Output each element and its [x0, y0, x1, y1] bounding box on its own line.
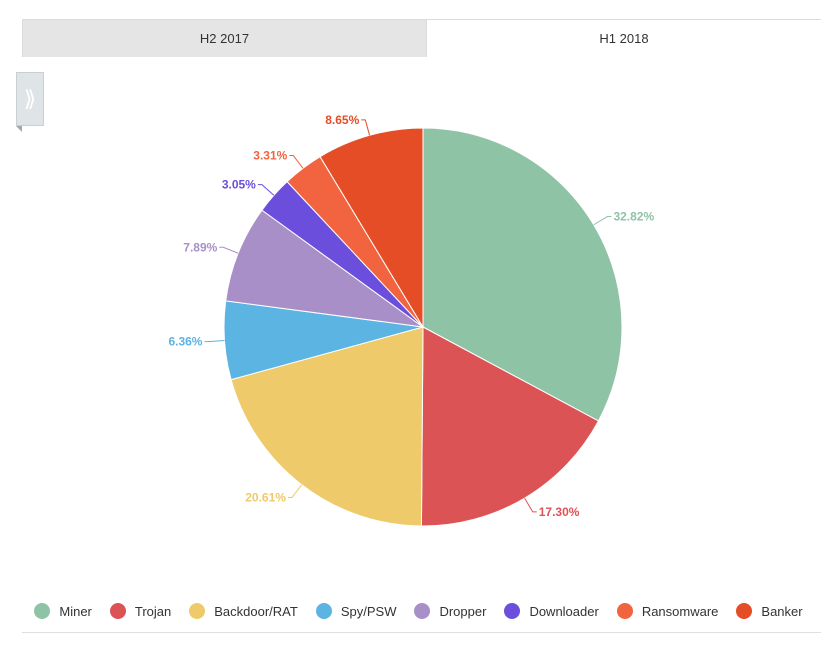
tab-h2-2017[interactable]: H2 2017 [23, 20, 426, 57]
legend-item[interactable]: Dropper [414, 603, 486, 619]
double-chevron-right-icon: ⟫ [23, 86, 37, 112]
label-connector [219, 246, 239, 254]
pie-slice-miner[interactable] [422, 127, 623, 422]
legend-item[interactable]: Backdoor/RAT [189, 603, 298, 619]
pie-chart: 32.82% 17.30% 20.61% 6.36% 7.89% 3.05% 3.31% 8.… [168, 113, 654, 527]
legend-swatch [109, 603, 126, 619]
legend-label: Ransomware [641, 603, 719, 619]
legend-swatch [504, 603, 521, 619]
legend-label: Miner [59, 603, 92, 619]
data-label: 32.82% [613, 210, 654, 224]
legend-label: Trojan [134, 603, 172, 619]
data-label: 8.65% [325, 113, 359, 127]
label-connector [287, 484, 303, 498]
data-label: 3.31% [253, 149, 287, 163]
label-connector [204, 340, 225, 343]
tab-h1-2018[interactable]: H1 2018 [426, 20, 821, 57]
expand-sidebar-button[interactable]: ⟫ [16, 72, 44, 126]
period-tabs: H2 2017 H1 2018 [22, 19, 821, 57]
label-connector [593, 216, 612, 226]
legend-label: Downloader [529, 603, 599, 619]
divider [22, 632, 821, 633]
data-label: 7.89% [183, 240, 217, 254]
data-label: 20.61% [245, 490, 286, 504]
legend-label: Backdoor/RAT [214, 603, 298, 619]
data-label: 6.36% [168, 335, 202, 349]
chart-legend: Miner Trojan Backdoor/RAT Spy/PSW Dropper Dow… [0, 600, 837, 622]
data-label: 17.30% [539, 505, 580, 519]
legend-item[interactable]: Miner [34, 603, 92, 619]
legend-swatch [315, 603, 332, 619]
legend-swatch [736, 603, 753, 619]
legend-swatch [414, 603, 431, 619]
label-connector [289, 155, 304, 169]
legend-item[interactable]: Trojan [109, 603, 172, 619]
label-connector [524, 497, 537, 513]
legend-swatch [189, 603, 206, 619]
legend-label: Dropper [439, 603, 487, 619]
legend-item[interactable]: Banker [736, 603, 803, 619]
legend-label: Spy/PSW [340, 603, 397, 619]
legend-item[interactable]: Downloader [504, 603, 599, 619]
pie-slice-dropper[interactable] [225, 209, 424, 328]
legend-item[interactable]: Spy/PSW [315, 603, 397, 619]
fold-corner [16, 126, 22, 132]
label-connector [361, 119, 371, 136]
label-connector [257, 184, 275, 196]
pie-slice-trojan[interactable] [420, 326, 600, 527]
legend-item[interactable]: Ransomware [616, 603, 719, 619]
legend-swatch [34, 603, 51, 619]
legend-swatch [616, 603, 633, 619]
data-label: 3.05% [222, 178, 256, 192]
legend-label: Banker [761, 603, 803, 619]
